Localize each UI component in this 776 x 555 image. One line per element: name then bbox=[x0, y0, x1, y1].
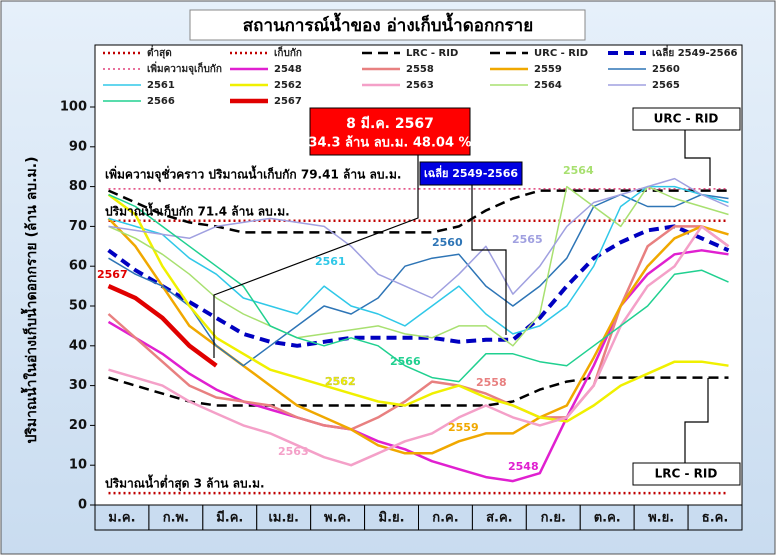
legend-label: เก็บกัก bbox=[274, 45, 302, 59]
series-line bbox=[108, 225, 730, 467]
y-tick-label: 80 bbox=[69, 179, 87, 194]
annotations: ต่ำสุด เก็บกัก LRC - RID URC - RID เฉลี่ย 25… bbox=[97, 45, 741, 492]
y-tick-label: 20 bbox=[69, 418, 87, 433]
legend-label: เฉลี่ย 2549-2566 bbox=[652, 45, 738, 59]
series-label: 2565 bbox=[512, 233, 543, 246]
legend-label: 2560 bbox=[652, 64, 680, 75]
legend-label: 2558 bbox=[406, 64, 434, 75]
series-line bbox=[108, 185, 729, 335]
y-tick-label: 70 bbox=[69, 219, 87, 234]
annotation: ปริมาณน้ำเก็บกัก 71.4 ล้าน ลบ.ม. bbox=[105, 202, 290, 219]
callout-box bbox=[632, 462, 741, 486]
month-band bbox=[94, 504, 150, 531]
x-tick-label: ก.ย. bbox=[541, 511, 566, 526]
y-tick-label: 90 bbox=[69, 139, 87, 154]
series-label: 2566 bbox=[390, 355, 421, 368]
annotation: URC - RID bbox=[654, 112, 719, 126]
series-label: 2561 bbox=[315, 255, 346, 268]
series-label: 2559 bbox=[448, 421, 479, 434]
series-line bbox=[107, 193, 729, 423]
x-tick-label: ม.ค. bbox=[108, 511, 135, 526]
annotation: เฉลี่ย 2549-2566 bbox=[424, 165, 518, 180]
series-line bbox=[107, 225, 730, 431]
month-band bbox=[633, 504, 689, 531]
legend-label: เพิ่มความจุเก็บกัก bbox=[147, 61, 222, 75]
month-band bbox=[471, 504, 527, 531]
legend-label: 2565 bbox=[652, 80, 680, 91]
series-line bbox=[107, 284, 218, 368]
legend-label: 2559 bbox=[534, 64, 562, 75]
legend-label: 2548 bbox=[274, 64, 302, 75]
y-tick-label: 100 bbox=[60, 100, 87, 115]
callout-box bbox=[419, 161, 523, 186]
y-tick-label: 60 bbox=[69, 259, 87, 274]
legend-label: URC - RID bbox=[534, 48, 588, 59]
legend-label: 2563 bbox=[406, 80, 434, 91]
legend-label: LRC - RID bbox=[406, 48, 458, 59]
y-tick-label: 30 bbox=[69, 378, 87, 393]
x-tick-label: เม.ย. bbox=[268, 511, 299, 526]
legend-label: 2562 bbox=[274, 80, 302, 91]
legend-label: 2566 bbox=[147, 96, 175, 107]
annotation: 8 มี.ค. 2567 bbox=[346, 116, 434, 132]
month-band bbox=[418, 504, 473, 531]
annotation: LRC - RID bbox=[655, 467, 718, 481]
marks: 0 10 20 30 40 50 60 70 80 90 100 ม.ค. ก.พ. มี.ค. เม.ย.… bbox=[60, 100, 743, 531]
callout-line bbox=[684, 378, 709, 463]
callout-line bbox=[213, 155, 419, 358]
month-band bbox=[364, 504, 420, 531]
legend-label: 2564 bbox=[534, 80, 562, 91]
series-label: 2563 bbox=[278, 445, 309, 458]
x-tick-label: ก.ค. bbox=[432, 511, 458, 526]
series-label: 2558 bbox=[476, 376, 507, 389]
month-band bbox=[525, 504, 581, 531]
month-band bbox=[687, 504, 743, 531]
y-axis-label: ปริมาณน้ำในอ่างเก็บน้ำดอกกราย (ล้าน ลบ.ม… bbox=[20, 157, 40, 444]
y-tick-label: 50 bbox=[69, 299, 87, 314]
series-label: 2560 bbox=[432, 236, 463, 249]
annotation: 34.3 ล้าน ลบ.ม. 48.04 % bbox=[308, 135, 471, 151]
chart-title: สถานการณ์น้ำของ อ่างเก็บน้ำดอกกราย bbox=[243, 12, 533, 36]
series-label: 2564 bbox=[563, 164, 594, 177]
y-tick-label: 0 bbox=[78, 498, 87, 513]
legend-label: 2567 bbox=[274, 96, 302, 107]
callout-line bbox=[471, 185, 507, 335]
series-line bbox=[107, 189, 729, 234]
series-line bbox=[108, 193, 729, 367]
y-tick-label: 10 bbox=[69, 458, 87, 473]
x-tick-label: มิ.ย. bbox=[379, 511, 405, 526]
annotation: ปริมาณน้ำต่ำสุด 3 ล้าน ลบ.ม. bbox=[105, 474, 265, 492]
x-tick-label: พ.ค. bbox=[324, 511, 351, 526]
callout-box bbox=[632, 107, 741, 131]
legend-label: ต่ำสุด bbox=[147, 45, 172, 59]
series-label: 2548 bbox=[508, 460, 539, 473]
x-tick-label: มี.ค. bbox=[216, 510, 243, 526]
series-label: 2567 bbox=[97, 268, 128, 281]
series-line bbox=[107, 224, 730, 348]
month-band bbox=[579, 504, 635, 531]
series-line bbox=[108, 185, 729, 347]
series-line bbox=[108, 193, 729, 383]
callout-box bbox=[309, 107, 471, 156]
x-tick-label: พ.ย. bbox=[648, 511, 674, 526]
x-tick-label: ส.ค. bbox=[486, 511, 513, 526]
series-line bbox=[108, 177, 729, 299]
x-tick-label: ธ.ค. bbox=[702, 511, 729, 526]
title-box bbox=[189, 9, 586, 41]
series-line bbox=[107, 217, 729, 455]
legend-label: 2561 bbox=[147, 80, 175, 91]
series-label: 2562 bbox=[325, 375, 356, 388]
annotation: เพิ่มความจุชั่วคราว ปริมาณน้ำเก็บกัก 79.… bbox=[105, 165, 401, 183]
callouts bbox=[213, 130, 711, 463]
x-tick-label: ก.พ. bbox=[163, 511, 189, 526]
y-tick-label: 40 bbox=[69, 338, 87, 353]
callout-line bbox=[684, 130, 711, 186]
x-tick-label: ต.ค. bbox=[594, 511, 621, 526]
series-line bbox=[108, 376, 729, 407]
